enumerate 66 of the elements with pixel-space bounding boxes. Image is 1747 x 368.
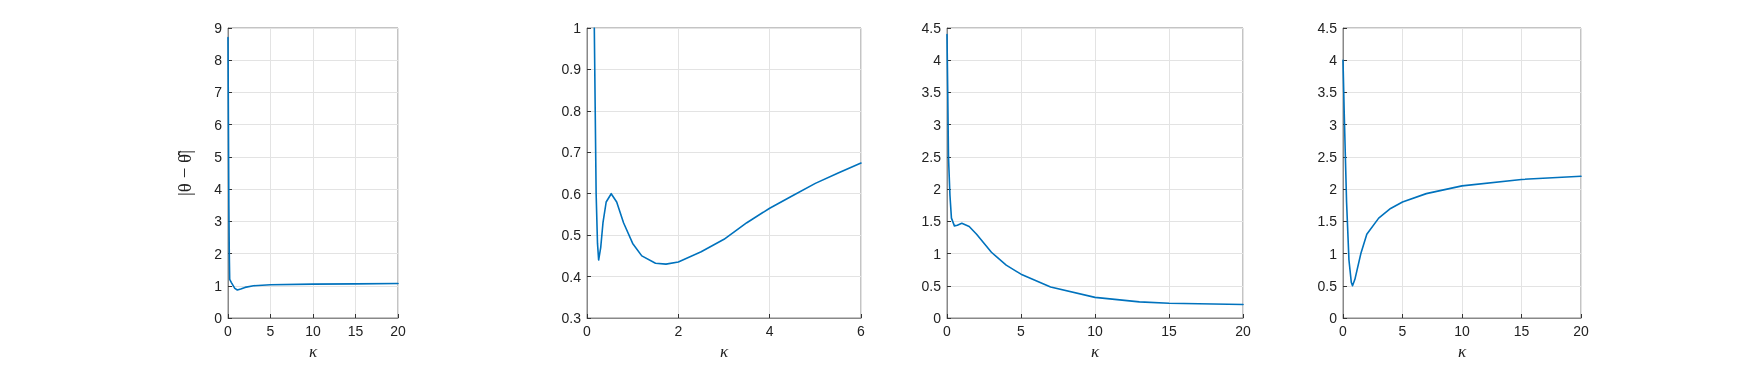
- y-tick-label: 1: [933, 245, 942, 262]
- y-tick-label: 0.8: [561, 102, 582, 119]
- y-tick-label: 4: [214, 181, 223, 198]
- x-tick-label: 10: [305, 323, 321, 339]
- y-tick-label: 0.5: [921, 277, 942, 294]
- x-tick-label: 0: [583, 323, 592, 339]
- line-series: [593, 27, 862, 265]
- x-axis-title: κ: [719, 341, 729, 361]
- y-tick-label: 0: [214, 310, 223, 326]
- y-tick-label: 3.5: [921, 84, 942, 101]
- y-tick-label: 3: [1329, 116, 1338, 133]
- y-tick-label: 3: [214, 213, 223, 230]
- y-tick-label: 0.5: [561, 227, 582, 244]
- x-axis-title: κ: [1457, 341, 1467, 361]
- x-tick-label: 5: [1017, 323, 1026, 339]
- x-tick-label: 10: [1454, 323, 1470, 339]
- x-tick-label: 0: [224, 323, 233, 339]
- y-tick-label: 2: [1329, 181, 1338, 198]
- x-tick-label: 20: [1573, 323, 1589, 339]
- line-series: [1342, 59, 1582, 287]
- x-tick-label: 0: [1339, 323, 1348, 339]
- y-tick-label: 8: [214, 52, 223, 69]
- y-tick-label: 2: [214, 245, 223, 262]
- y-tick-label: 2.5: [1317, 148, 1338, 165]
- y-tick-label: 1.5: [1317, 213, 1338, 230]
- y-tick-label: 0.3: [561, 310, 582, 326]
- y-tick-label: 2: [933, 181, 942, 198]
- x-tick-label: 15: [1161, 323, 1177, 339]
- x-axis-title: κ: [308, 341, 318, 361]
- y-tick-label: 1: [1329, 245, 1338, 262]
- y-tick-label: 5: [214, 148, 223, 165]
- y-tick-label: 6: [214, 116, 223, 133]
- x-tick-label: 10: [1087, 323, 1103, 339]
- x-axis-title: κ: [1090, 341, 1100, 361]
- x-tick-label: 5: [266, 323, 275, 339]
- y-tick-label: 2.5: [921, 148, 942, 165]
- x-tick-label: 20: [390, 323, 406, 339]
- y-tick-label: 1: [573, 20, 582, 36]
- line-series: [227, 36, 399, 291]
- x-tick-label: 5: [1398, 323, 1407, 339]
- x-tick-label: 4: [765, 323, 774, 339]
- y-tick-label: 0.6: [561, 185, 582, 202]
- y-tick-label: 1: [214, 277, 223, 294]
- y-tick-label: 0.5: [1317, 277, 1338, 294]
- y-tick-label: 4: [933, 52, 942, 69]
- y-tick-label: 4.5: [1317, 20, 1338, 36]
- y-tick-label: 0.4: [561, 268, 582, 285]
- y-tick-label: 4: [1329, 52, 1338, 69]
- x-tick-label: 2: [674, 323, 683, 339]
- y-tick-label: 0.7: [561, 144, 582, 161]
- y-tick-label: 0: [933, 310, 942, 326]
- y-tick-label: 3.5: [1317, 84, 1338, 101]
- y-tick-label: 3: [933, 116, 942, 133]
- y-tick-label: 0: [1329, 310, 1338, 326]
- x-tick-label: 6: [857, 323, 866, 339]
- x-tick-label: 15: [347, 323, 364, 339]
- y-tick-label: 7: [214, 84, 223, 101]
- x-tick-label: 0: [943, 323, 952, 339]
- y-tick-label: 4.5: [921, 20, 942, 36]
- y-tick-label: 0.9: [561, 61, 582, 78]
- y-tick-label: 1.5: [921, 213, 942, 230]
- y-tick-label: 9: [214, 20, 223, 36]
- x-tick-label: 15: [1513, 323, 1530, 339]
- line-series: [946, 33, 1244, 306]
- y-axis-title: |θ − θ̂|: [174, 149, 195, 197]
- x-tick-label: 20: [1235, 323, 1251, 339]
